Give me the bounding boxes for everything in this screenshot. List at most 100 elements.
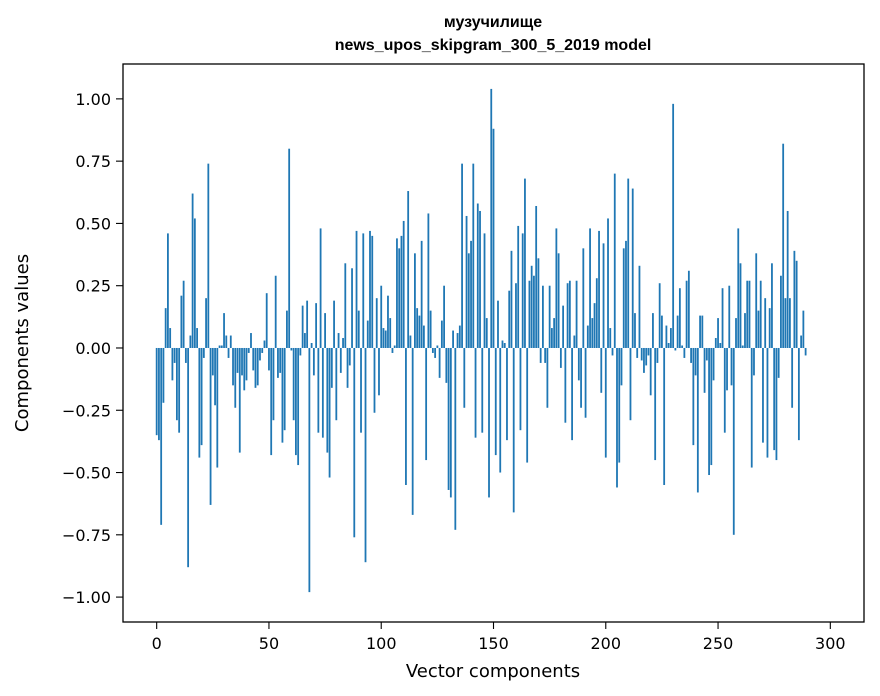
bar-82 [339,347,342,373]
bar-159 [512,347,515,513]
bar-205 [616,347,618,488]
bar-245 [705,347,708,361]
bar-39 [243,347,246,391]
bar-151 [494,347,497,456]
bar-72 [317,347,320,433]
bar-147 [485,318,488,348]
bar-95 [369,230,371,348]
bar-149 [490,88,493,348]
bar-64 [299,347,302,356]
bar-234 [681,345,684,348]
bar-134 [456,333,459,348]
bar-240 [694,347,697,376]
bar-150 [492,128,495,348]
bar-262 [744,313,746,348]
bar-176 [550,328,553,348]
bar-255 [728,285,731,348]
bar-59 [288,148,291,348]
bar-2 [160,347,163,525]
bar-235 [683,347,686,358]
bar-232 [676,315,679,348]
bar-160 [515,283,517,348]
y-tick-label: 0.50 [75,214,111,233]
bar-286 [797,347,800,441]
bar-1 [158,347,160,441]
bar-4 [164,308,167,348]
y-tick-label: −0.25 [62,401,111,420]
bar-152 [497,300,499,348]
bar-246 [708,347,710,476]
bar-171 [539,347,542,363]
bar-166 [528,280,531,348]
bar-128 [443,285,445,348]
bar-57 [283,347,286,431]
chart-subtitle: news_upos_skipgram_300_5_2019 model [335,37,652,54]
bar-115 [414,253,416,348]
bar-212 [631,188,634,348]
bar-130 [447,347,450,490]
x-tick-label: 150 [478,634,509,653]
bar-228 [667,343,670,348]
bar-143 [476,203,479,348]
bar-6 [169,328,172,348]
bar-series [155,88,807,593]
bar-11 [180,295,183,348]
bar-138 [465,215,468,348]
y-axis-ticks: −1.00 −0.75 −0.50 −0.25 0.00 0.25 0.50 0.75 1.00 [62,90,123,607]
bar-117 [418,315,421,348]
bar-75 [324,313,326,348]
bar-279 [782,143,785,348]
bar-247 [710,347,713,466]
bar-238 [690,347,692,363]
bar-89 [355,230,358,348]
bar-257 [732,347,735,535]
bar-58 [286,310,288,348]
bar-123 [431,347,434,353]
bar-288 [802,310,805,348]
bar-227 [665,325,668,348]
bar-54 [277,347,279,378]
y-tick-label: 0.75 [75,152,111,171]
bar-22 [205,298,207,348]
bar-272 [766,347,769,458]
bar-189 [580,347,582,408]
bar-155 [503,343,506,348]
bar-103 [387,295,389,348]
bar-268 [757,310,760,348]
bar-90 [357,310,360,348]
bar-32 [227,347,230,358]
bar-198 [600,347,603,393]
bar-283 [791,347,794,408]
bar-109 [400,235,403,348]
bar-216 [640,347,643,361]
y-tick-label: 0.25 [75,277,111,296]
bar-181 [562,305,565,348]
bar-27 [216,347,219,468]
bar-13 [184,347,187,363]
bar-87 [351,268,353,348]
bar-71 [315,303,318,348]
bar-5 [167,233,169,348]
bar-249 [714,338,717,348]
bar-15 [189,335,192,348]
bar-226 [663,347,666,485]
bar-201 [607,218,609,348]
bar-98 [375,298,378,348]
bar-191 [584,347,587,418]
bar-63 [297,347,300,466]
bar-269 [759,280,762,348]
x-tick-label: 250 [703,634,734,653]
bar-51 [270,347,273,456]
bar-7 [171,347,174,381]
bar-174 [546,347,549,408]
bar-254 [726,347,728,391]
bar-47 [261,347,264,353]
bar-208 [622,248,625,348]
bar-278 [780,275,782,348]
bar-148 [488,347,490,498]
bar-182 [564,347,567,423]
bar-144 [479,210,481,348]
bar-139 [467,253,470,348]
bar-275 [773,347,776,451]
